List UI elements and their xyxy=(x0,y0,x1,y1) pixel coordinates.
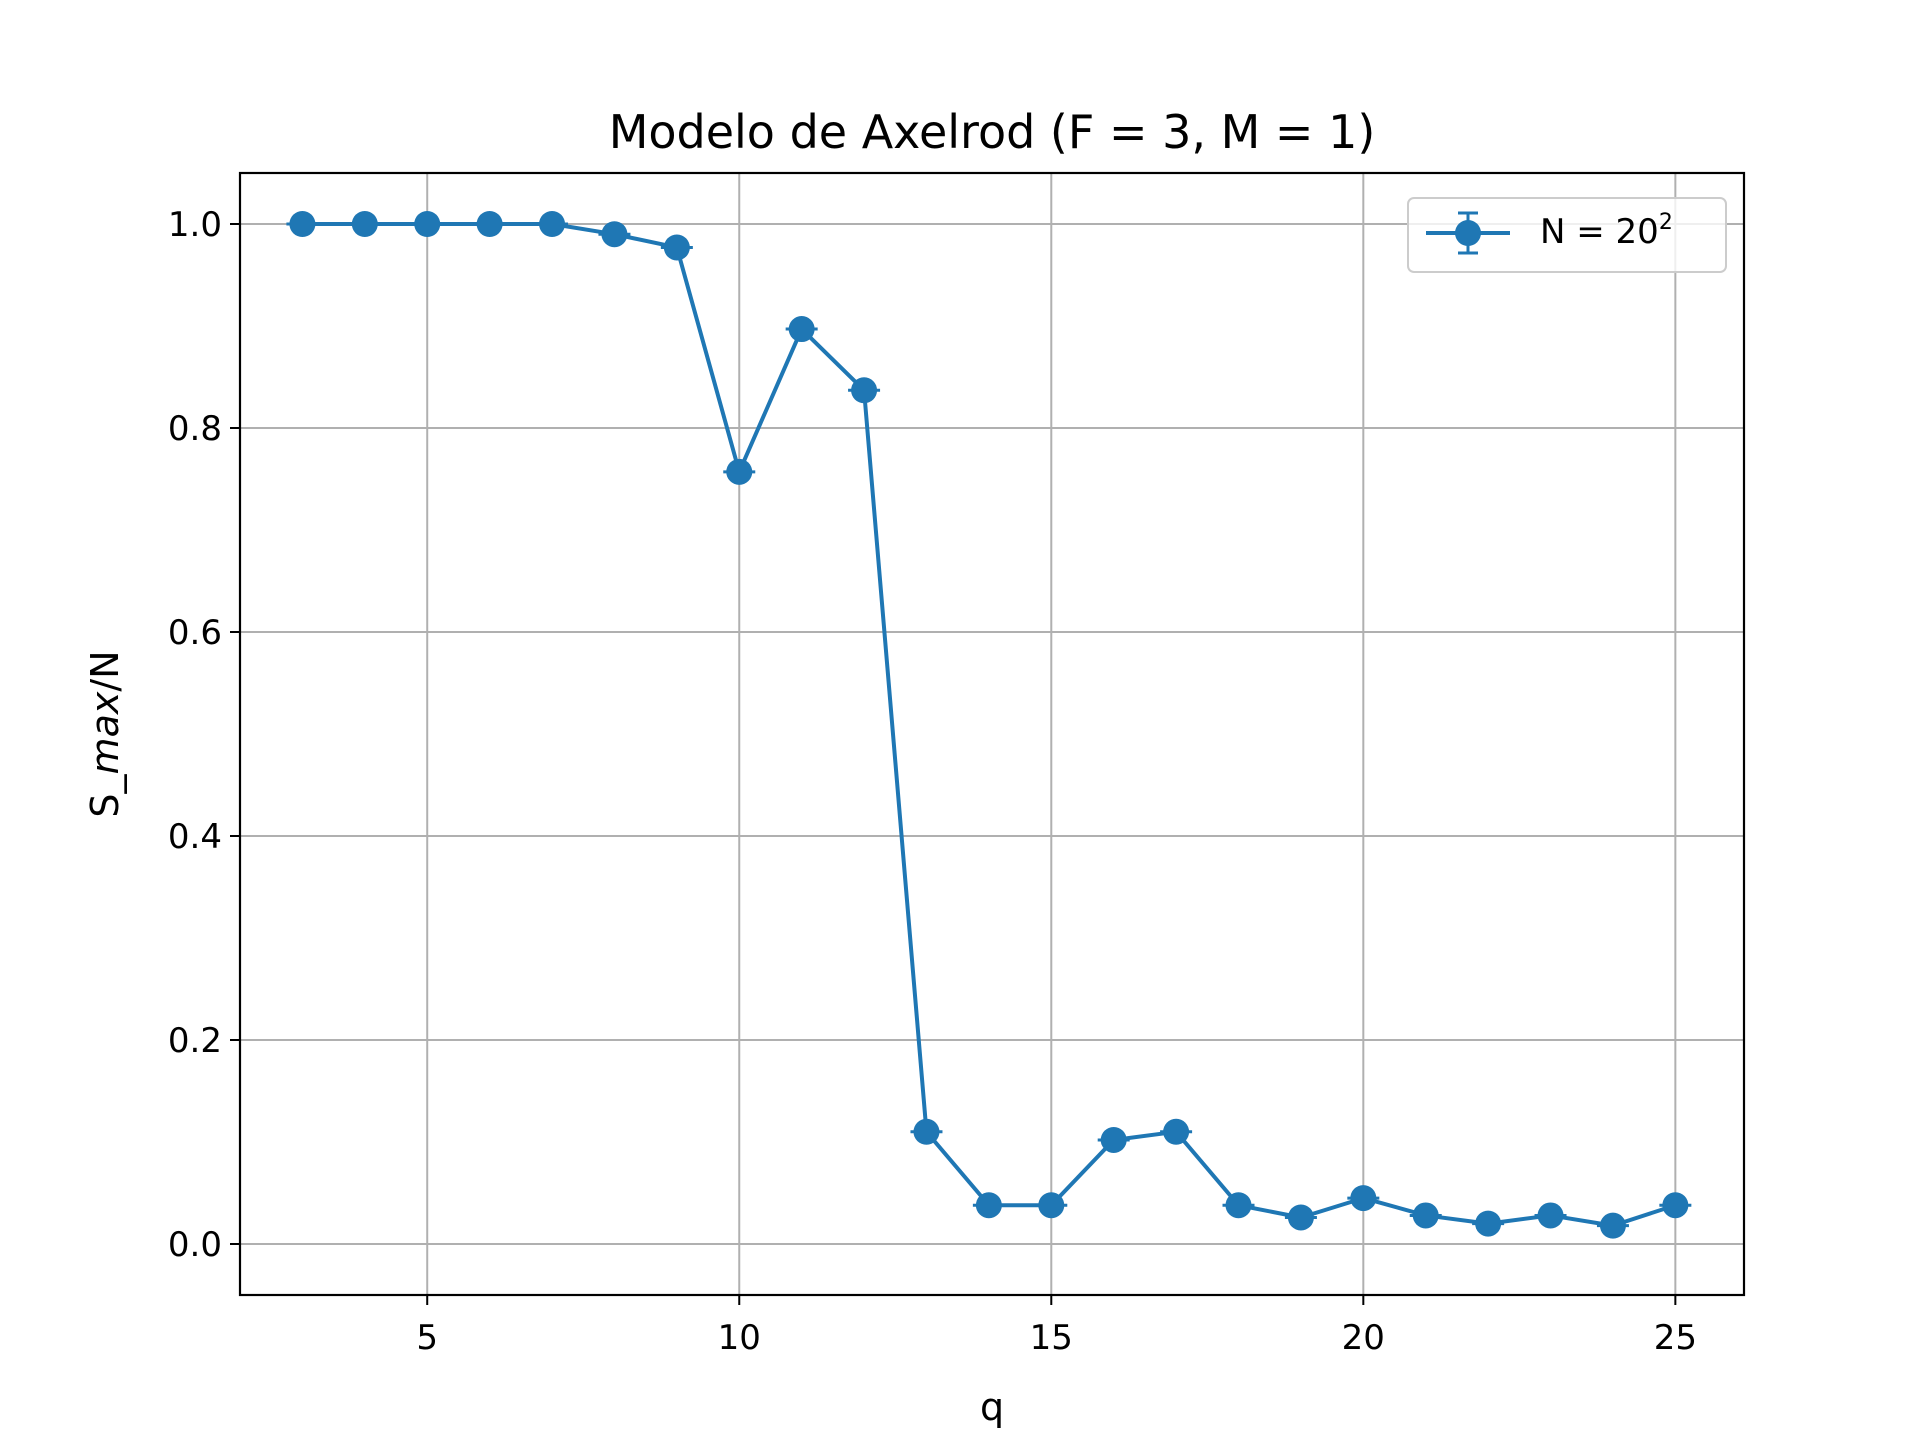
data-point xyxy=(975,1192,1002,1219)
data-point xyxy=(913,1118,940,1145)
legend-handle xyxy=(1426,211,1510,255)
legend: N = 202 xyxy=(1407,197,1727,273)
data-point xyxy=(1100,1126,1127,1153)
legend-entry-superscript: 2 xyxy=(1659,210,1673,235)
legend-entry-label: N = 202 xyxy=(1540,210,1673,252)
data-point xyxy=(289,211,316,237)
y-axis-label-suffix: /N xyxy=(83,650,127,691)
data-point xyxy=(663,234,690,261)
x-tick-label: 5 xyxy=(416,1318,438,1358)
y-tick-label: 1.0 xyxy=(168,205,222,245)
data-point xyxy=(788,316,815,343)
data-point xyxy=(1662,1192,1689,1219)
data-point xyxy=(351,211,378,237)
legend-box xyxy=(1407,197,1727,273)
data-point xyxy=(1287,1204,1314,1231)
data-point xyxy=(1038,1192,1065,1219)
x-tick-label: 15 xyxy=(1030,1318,1073,1358)
data-point xyxy=(1350,1185,1377,1212)
y-axis-label-prefix: S_ xyxy=(83,773,127,817)
x-tick-label: 25 xyxy=(1654,1318,1697,1358)
legend-marker xyxy=(1455,220,1481,246)
y-tick-label: 0.2 xyxy=(168,1021,222,1061)
y-axis-label: S_max/N xyxy=(83,650,127,817)
data-point xyxy=(414,211,441,237)
x-tick-label: 20 xyxy=(1342,1318,1385,1358)
data-point xyxy=(601,221,628,248)
x-tick-label: 10 xyxy=(718,1318,761,1358)
data-point xyxy=(1163,1118,1190,1145)
data-point xyxy=(539,211,566,237)
x-axis-label: q xyxy=(980,1385,1004,1429)
data-point xyxy=(1599,1212,1626,1239)
plot-frame xyxy=(238,171,1746,1297)
y-tick-label: 0.4 xyxy=(168,817,222,857)
ticks: 5 10 15 20 25 0.0 0.2 0.4 0.6 0.8 1.0 xyxy=(168,205,1697,1358)
y-tick-label: 0.8 xyxy=(168,409,222,449)
data-point xyxy=(1537,1202,1564,1229)
data-point xyxy=(1475,1210,1502,1237)
data-point xyxy=(1225,1192,1252,1219)
data-point xyxy=(726,458,753,485)
y-tick-label: 0.6 xyxy=(168,613,222,653)
legend-entry-base: N = 20 xyxy=(1540,212,1659,252)
data-point xyxy=(476,211,503,237)
data-point xyxy=(1412,1202,1439,1229)
series-layer xyxy=(286,211,1692,1239)
y-axis-label-subscript: max xyxy=(83,691,127,774)
chart-title: Modelo de Axelrod (F = 3, M = 1) xyxy=(609,105,1376,159)
data-point xyxy=(851,377,878,404)
y-tick-label: 0.0 xyxy=(168,1225,222,1265)
